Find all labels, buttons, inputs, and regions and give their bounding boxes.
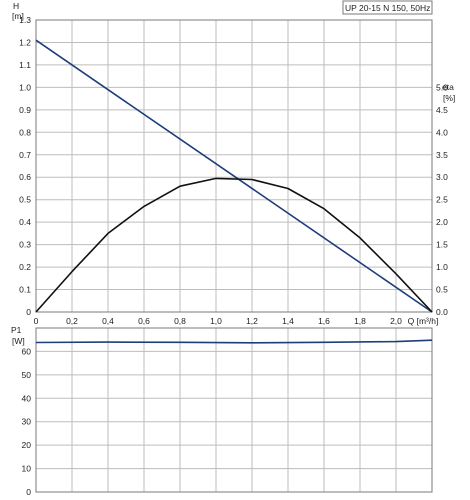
p1-axis-unit: [W] [12,336,25,346]
p1-tick-label: 20 [22,440,32,450]
x-tick-label: 1,4 [282,316,294,326]
y2-tick-label: 1.5 [436,240,448,250]
x-tick-label: 1,0 [210,316,222,326]
y2-tick-label: 1.0 [436,262,448,272]
y2-tick-label: 3.0 [436,172,448,182]
bottom-plot-frame [35,327,433,493]
p1-tick-label: 0 [26,487,31,497]
p1-tick-label: 30 [22,417,32,427]
x-tick-label: 0 [34,316,39,326]
y-tick-label: 0 [26,307,31,317]
chart-title: UP 20-15 N 150, 50Hz [342,0,433,15]
y2-tick-label: 0.5 [436,285,448,295]
y2-tick-label: 2.0 [436,217,448,227]
y-tick-label: 1.1 [19,60,31,70]
y-tick-label: 0.3 [19,240,31,250]
head-curve [35,39,433,313]
p1-tick-label: 40 [22,393,32,403]
y-tick-label: 0.9 [19,105,31,115]
y-tick-label: 1.2 [19,37,31,47]
y2-tick-label: 2.5 [436,195,448,205]
y-tick-label: 0.2 [19,262,31,272]
x-axis-label: Q [m³/h] [408,316,439,326]
y2-tick-label: 4.0 [436,127,448,137]
title-text: UP 20-15 N 150, 50Hz [345,3,430,13]
y-tick-label: 1.3 [19,15,31,25]
y-axis-label: H [13,1,19,11]
top-plot-frame [35,19,433,313]
y2-axis-label: eta [442,82,454,92]
x-tick-label: 0,2 [66,316,78,326]
x-tick-label: 0,6 [138,316,150,326]
x-tick-label: 1,2 [246,316,258,326]
y2-tick-label: 5.0 [436,82,448,92]
p1-tick-label: 50 [22,370,32,380]
y-axis-unit: [m] [12,11,24,21]
y2-tick-label: 0.0 [436,307,448,317]
y-tick-label: 0.8 [19,127,31,137]
y-tick-label: 0.6 [19,172,31,182]
y-tick-label: 0.7 [19,150,31,160]
x-tick-label: 1,6 [318,316,330,326]
head-efficiency-panel: 0 0.1 0.2 0.3 0.4 0.5 0.6 0.7 0.8 0.9 1.0 1.1 1.2 1.3… [12,1,455,326]
x-tick-label: 0,8 [174,316,186,326]
x-tick-label: 1,8 [354,316,366,326]
p1-tick-label: 60 [22,346,32,356]
y-tick-label: 0.4 [19,217,31,227]
efficiency-curve [35,177,433,313]
y-tick-label: 0.5 [19,195,31,205]
x-tick-label: 2,0 [390,316,402,326]
title-box [342,0,433,15]
y2-tick-label: 3.5 [436,150,448,160]
power-curve [35,339,433,344]
y-tick-label: 1.0 [19,82,31,92]
power-panel: 0 10 20 30 40 50 60 P1[W] [11,325,433,497]
y2-axis-unit: [%] [443,93,455,103]
y-tick-label: 0.1 [19,285,31,295]
y2-tick-label: 4.5 [436,105,448,115]
x-tick-label: 0,4 [102,316,114,326]
p1-axis-label: P1 [11,325,22,335]
p1-tick-label: 10 [22,464,32,474]
